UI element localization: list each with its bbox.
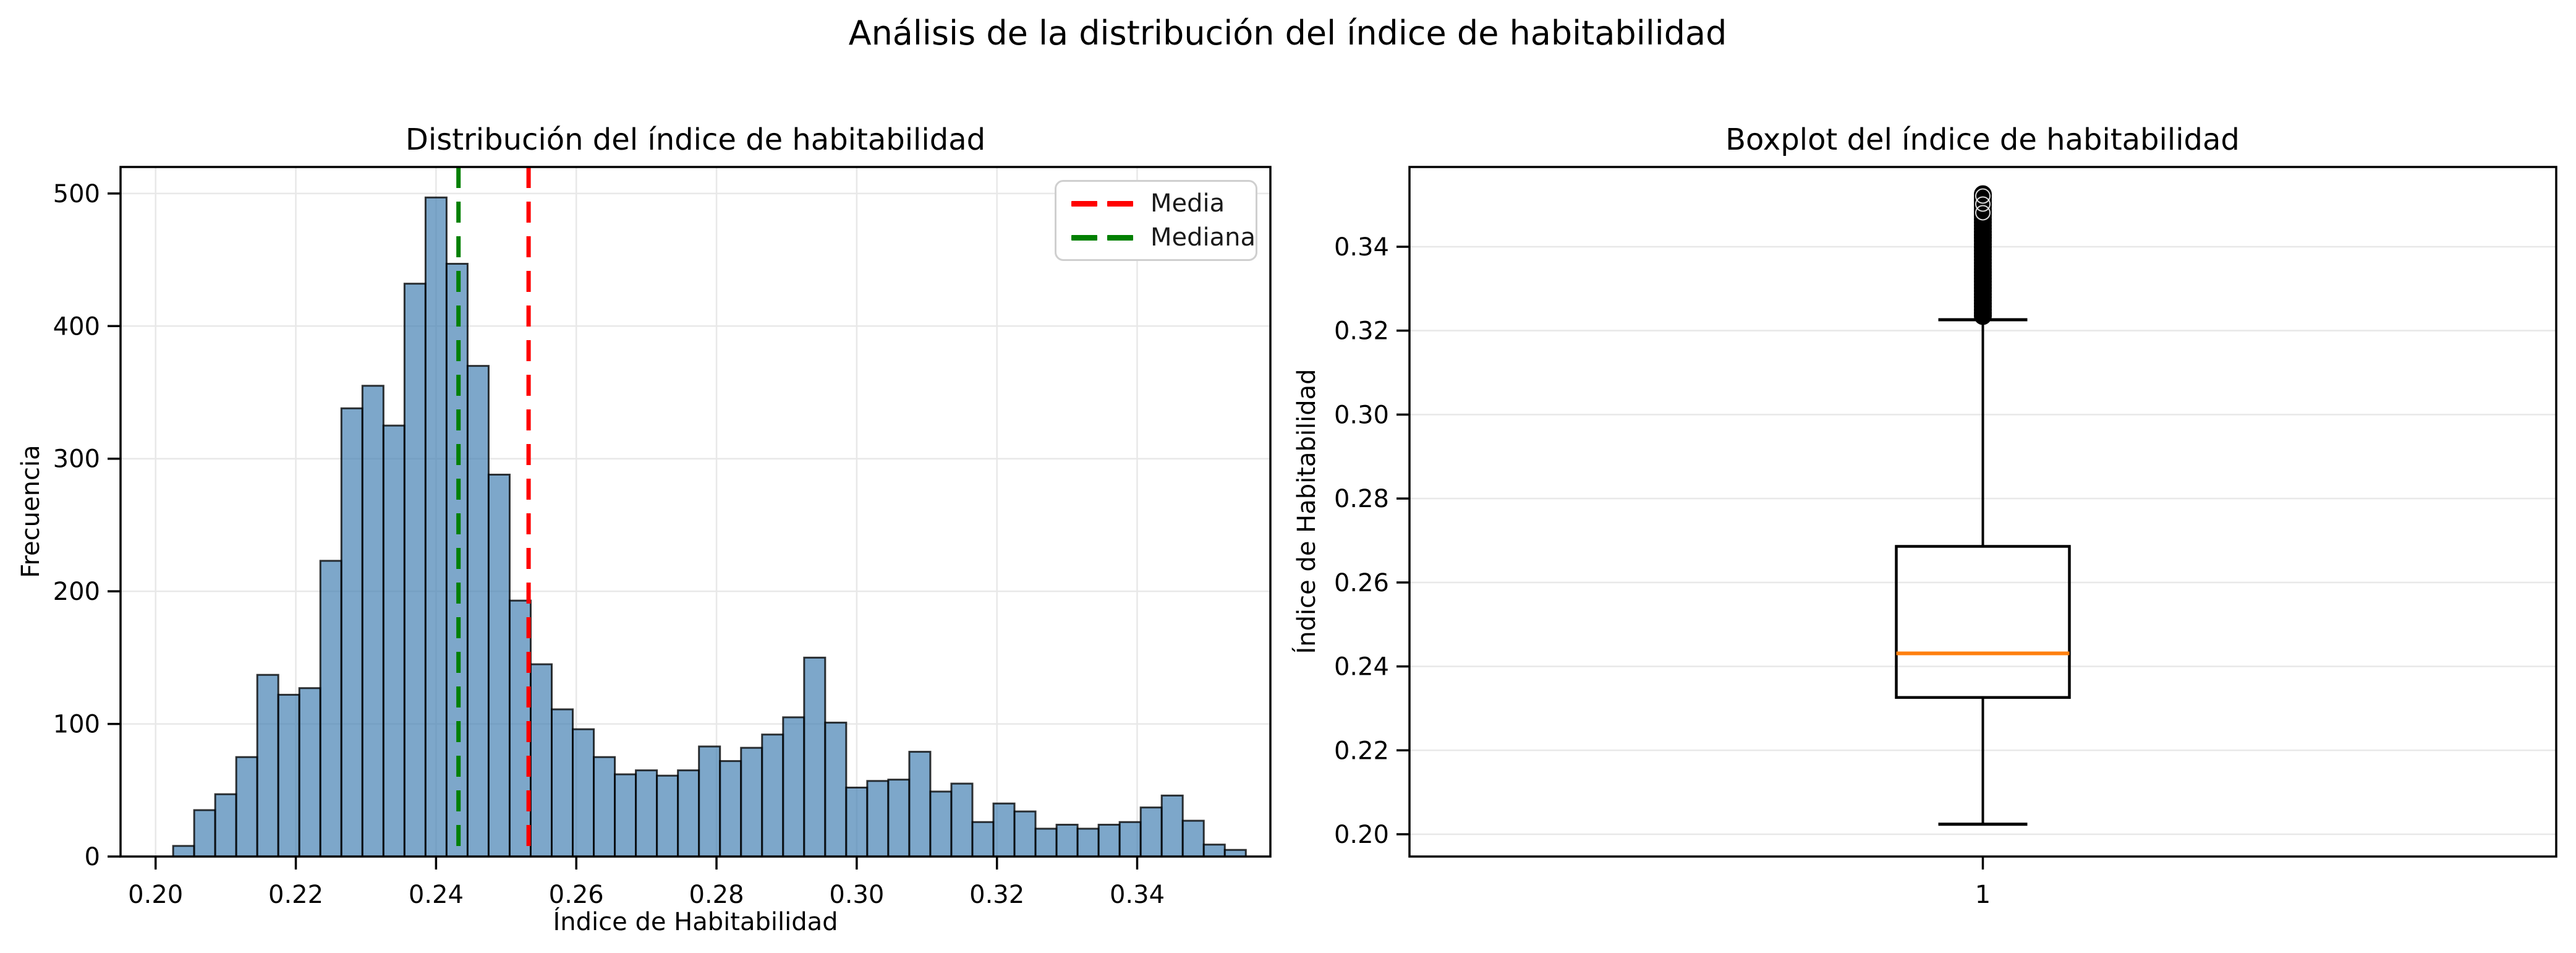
figure-title: Análisis de la distribución del índice d…: [848, 14, 1727, 53]
histogram-bar: [740, 746, 763, 858]
histogram-bar: [887, 779, 911, 858]
legend-label-mediana: Mediana: [1150, 223, 1256, 252]
histogram-bar: [193, 809, 216, 858]
y-tick-label: 0.34: [1334, 233, 1389, 262]
mediana-dash-swatch: [1071, 234, 1133, 241]
histogram-bar: [466, 365, 490, 858]
histogram-bar: [361, 385, 385, 858]
outlier-cluster: [1974, 185, 1992, 325]
y-tick-label: 500: [53, 180, 100, 208]
histogram-frame: [119, 166, 1272, 858]
histogram-bar: [866, 780, 890, 858]
y-tick-label: 0.26: [1334, 569, 1389, 597]
outlier-ring: [1975, 188, 1991, 204]
histogram-bar: [382, 424, 406, 858]
histogram-bar: [950, 782, 974, 858]
histogram-bar: [845, 787, 869, 858]
histogram-bar: [1160, 794, 1184, 858]
histogram-bar: [1139, 806, 1163, 858]
histogram-bar: [719, 760, 742, 858]
histogram-bar: [656, 774, 679, 858]
histogram-bar: [1055, 824, 1079, 858]
histogram-bar: [529, 663, 553, 858]
outlier-ring: [1975, 205, 1991, 221]
y-tick-label: 400: [53, 312, 100, 341]
y-tick-label: 300: [53, 445, 100, 474]
histogram-bar: [1076, 827, 1100, 858]
histogram-bar: [572, 728, 595, 858]
histogram-bar: [635, 769, 658, 858]
y-tick-label: 0.28: [1334, 485, 1389, 513]
x-tick-label: 0.22: [268, 881, 323, 909]
legend-label-media: Media: [1150, 189, 1225, 218]
y-tick-label: 0.22: [1334, 737, 1389, 765]
histogram-ylabel: Frecuencia: [17, 445, 45, 578]
histogram-bar: [1181, 819, 1205, 858]
histogram-bar: [256, 673, 279, 858]
histogram-bar: [992, 802, 1016, 858]
histogram-bar: [761, 733, 784, 858]
legend-entry-mediana: Mediana: [1071, 225, 1256, 250]
x-tick-label: 0.32: [969, 881, 1024, 909]
histogram-bar: [319, 560, 342, 858]
media-dash-swatch: [1071, 200, 1133, 207]
histogram-bar: [1202, 844, 1226, 858]
histogram-bar: [1034, 827, 1058, 858]
y-tick-label: 100: [53, 711, 100, 739]
boxplot-title: Boxplot del índice de habitabilidad: [1725, 122, 2240, 157]
histogram-bar: [908, 751, 932, 858]
histogram-plot: 0.20 0.22 0.24 0.26 0.28 0.30 0.32 0.34 0 100 200 3…: [53, 166, 1272, 909]
boxplot-plot: 0.20 0.22 0.24 0.26 0.28 0.30 0.32 0.34 1: [1334, 166, 2557, 909]
histogram-bar: [782, 716, 806, 858]
y-tick-label: 0.32: [1334, 317, 1389, 346]
y-tick-label: 0.24: [1334, 653, 1389, 682]
x-tick-label: 0.28: [689, 881, 744, 909]
histogram-bar: [824, 721, 848, 858]
y-tick-label: 0.20: [1334, 821, 1389, 849]
boxplot-ylabel: Índice de Habitabilidad: [1293, 369, 1321, 654]
histogram-title: Distribución del índice de habitabilidad: [405, 122, 986, 157]
legend-entry-media: Media: [1071, 191, 1256, 216]
legend: Media Mediana: [1055, 180, 1257, 261]
histogram-bar: [487, 473, 511, 858]
x-tick-label: 0.30: [829, 881, 884, 909]
histogram-bar: [172, 845, 195, 858]
y-tick-label: 0.30: [1334, 401, 1389, 429]
histogram-bar: [298, 687, 321, 858]
histogram-xlabel: Índice de Habitabilidad: [553, 908, 838, 936]
histogram-bar: [235, 756, 258, 858]
histogram-bar: [424, 196, 448, 858]
histogram-bar: [803, 656, 827, 858]
outlier-ring: [1975, 196, 1991, 212]
histogram-bar: [593, 756, 616, 858]
histogram-bar: [1118, 821, 1142, 858]
histogram-bar: [677, 769, 700, 858]
x-tick-label: 0.20: [128, 881, 183, 909]
box: [1895, 545, 2071, 699]
histogram-bar: [929, 790, 953, 858]
histogram-bar: [1013, 810, 1037, 858]
histogram-bar: [971, 821, 995, 858]
histogram-bar: [614, 773, 637, 858]
histogram-bar: [403, 283, 427, 858]
x-tick-label: 0.26: [549, 881, 604, 909]
x-tick-label: 0.24: [409, 881, 464, 909]
x-tick-label: 1: [1975, 881, 1991, 909]
x-tick-label: 0.34: [1110, 881, 1165, 909]
histogram-bar: [551, 708, 574, 858]
histogram-bar: [340, 407, 363, 858]
histogram-bar: [277, 693, 300, 858]
histogram-bar: [214, 793, 237, 858]
y-tick-label: 0: [85, 843, 100, 871]
histogram-bar: [1097, 824, 1121, 858]
histogram-bar: [698, 745, 721, 858]
y-tick-label: 200: [53, 578, 100, 606]
